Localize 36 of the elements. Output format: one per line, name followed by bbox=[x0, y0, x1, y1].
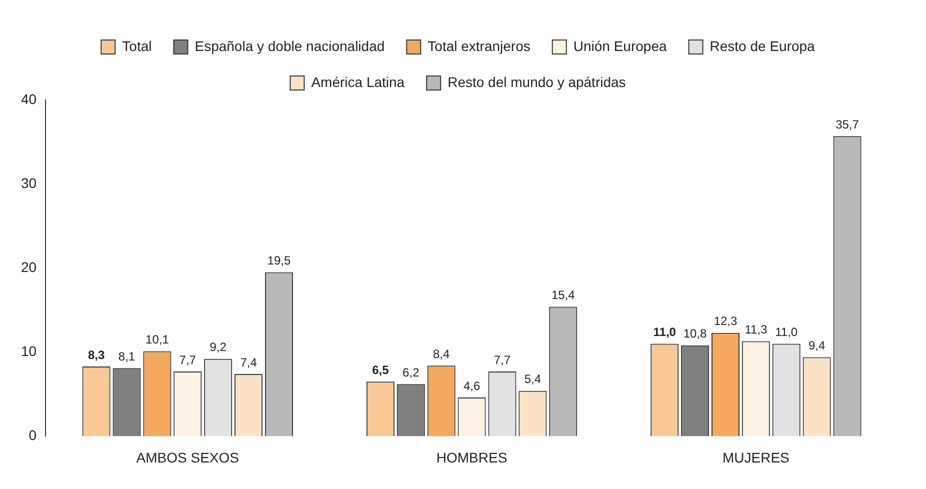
data-label: 8,3 bbox=[88, 348, 105, 362]
data-label: 11,0 bbox=[653, 325, 676, 340]
data-label: 9,4 bbox=[808, 338, 826, 353]
data-label: 7,7 bbox=[179, 352, 196, 367]
data-label: 11,3 bbox=[744, 322, 768, 337]
data-label: 35,7 bbox=[836, 117, 860, 132]
x-tick-label: HOMBRES bbox=[436, 449, 508, 466]
data-label: 19,5 bbox=[267, 254, 291, 268]
data-label: 8,4 bbox=[433, 346, 450, 361]
data-label: 7,7 bbox=[494, 352, 511, 367]
legend-label: Española y doble nacionalidad bbox=[194, 38, 385, 54]
data-label: 4,6 bbox=[463, 378, 480, 393]
data-label: 6,2 bbox=[402, 365, 420, 380]
x-tick-label: AMBOS SEXOS bbox=[136, 449, 239, 466]
data-label: 5,4 bbox=[524, 372, 542, 386]
data-label: 11,0 bbox=[775, 325, 798, 340]
data-label: 15,4 bbox=[551, 288, 576, 302]
data-label: 10,1 bbox=[146, 332, 170, 347]
data-label: 12,3 bbox=[714, 314, 738, 328]
legend-label: Total extranjeros bbox=[428, 38, 530, 54]
y-tick-label: 20 bbox=[20, 258, 37, 275]
data-label: 6,5 bbox=[372, 362, 390, 377]
data-label: 10,8 bbox=[683, 326, 708, 341]
legend-label: Total bbox=[122, 38, 152, 54]
y-tick-label: 30 bbox=[20, 174, 37, 191]
legend-label: América Latina bbox=[311, 74, 405, 90]
x-tick-label: MUJERES bbox=[722, 449, 790, 466]
y-tick-label: 0 bbox=[28, 427, 37, 444]
data-label: 7,4 bbox=[240, 355, 258, 370]
data-label: 8,1 bbox=[118, 349, 136, 364]
y-tick-label: 40 bbox=[20, 90, 37, 107]
y-tick-label: 10 bbox=[20, 343, 37, 360]
legend-label: Resto del mundo y apátridas bbox=[448, 74, 626, 90]
data-label: 9,2 bbox=[210, 340, 227, 354]
legend-label: Resto de Europa bbox=[710, 38, 816, 54]
legend-label: Unión Europea bbox=[573, 38, 667, 54]
